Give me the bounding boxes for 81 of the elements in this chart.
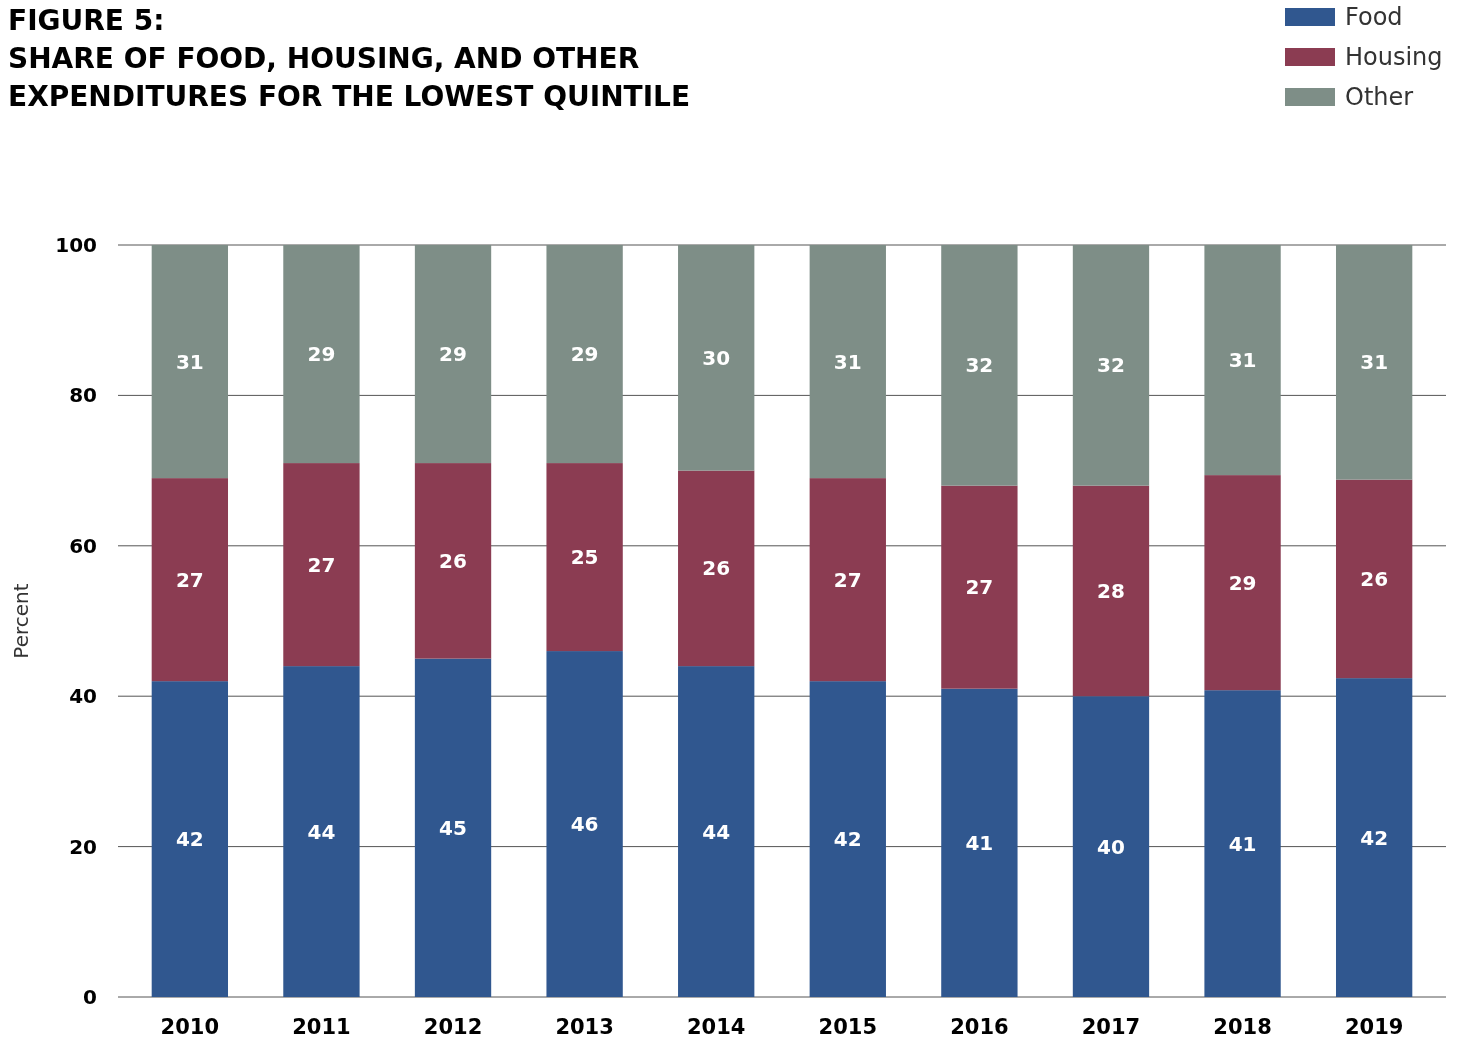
chart-title: FIGURE 5: SHARE OF FOOD, HOUSING, AND OTHER EXPENDITURES FOR THE LOWEST QUINTILE — [8, 4, 691, 113]
data-label: 27 — [307, 552, 336, 577]
y-tick-label: 100 — [55, 233, 97, 257]
bar — [414, 463, 492, 659]
data-label: 28 — [1097, 578, 1125, 603]
bar — [678, 245, 755, 471]
data-label: 29 — [439, 342, 467, 367]
x-tick-label: 2019 — [1344, 1015, 1404, 1039]
bar — [809, 681, 886, 997]
data-label: 30 — [702, 345, 731, 370]
data-label: 29 — [1228, 570, 1257, 595]
bar — [941, 688, 1018, 997]
bar — [1335, 479, 1413, 679]
data-label: 32 — [1097, 353, 1125, 378]
data-label: 32 — [965, 353, 994, 378]
x-tick-label: 2018 — [1213, 1015, 1272, 1039]
y-tick-label: 60 — [69, 533, 97, 558]
bar — [546, 651, 623, 997]
data-label: 31 — [1228, 348, 1257, 373]
data-label: 45 — [439, 815, 467, 840]
x-tick-label: 2016 — [950, 1015, 1009, 1039]
data-label: 42 — [833, 827, 862, 852]
data-label: 41 — [965, 830, 994, 855]
legend-label: Other — [1345, 83, 1414, 111]
data-label: 31 — [175, 349, 204, 374]
bar — [414, 245, 492, 464]
bar — [546, 463, 623, 652]
bar — [1072, 696, 1150, 997]
x-tick-label: 2014 — [686, 1015, 746, 1039]
data-label: 40 — [1097, 834, 1125, 859]
bar — [283, 245, 360, 464]
bar — [678, 470, 755, 667]
data-label: 27 — [965, 575, 994, 600]
x-tick-label: 2011 — [292, 1015, 351, 1039]
data-label: 42 — [1360, 825, 1389, 850]
data-label: 25 — [570, 545, 599, 570]
bar — [151, 681, 229, 997]
y-axis-title: Percent — [9, 583, 33, 659]
bar — [809, 245, 886, 479]
bar — [151, 478, 229, 682]
bar — [283, 666, 360, 997]
data-label: 27 — [175, 567, 204, 592]
y-tick-label: 20 — [69, 834, 97, 859]
x-tick-label: 2010 — [160, 1015, 220, 1039]
bar — [1204, 690, 1281, 997]
data-label: 26 — [439, 548, 467, 573]
data-label: 44 — [307, 819, 336, 844]
bar — [1072, 245, 1150, 486]
data-label: 31 — [833, 349, 862, 374]
bar — [151, 245, 229, 479]
data-label: 29 — [570, 342, 599, 367]
data-label: 42 — [175, 827, 204, 852]
data-label: 31 — [1360, 350, 1389, 375]
bar — [1204, 475, 1281, 691]
data-label: 46 — [570, 812, 599, 837]
data-label: 29 — [307, 342, 336, 367]
bar — [678, 666, 755, 997]
bar — [414, 658, 492, 997]
bar — [546, 245, 623, 464]
data-label: 27 — [833, 567, 862, 592]
x-tick-label: 2017 — [1081, 1015, 1141, 1039]
y-tick-label: 80 — [69, 383, 97, 408]
y-tick-label: 40 — [69, 684, 97, 709]
bar — [1335, 678, 1413, 997]
bar — [809, 478, 886, 682]
data-label: 26 — [1360, 566, 1389, 591]
bar — [1204, 245, 1281, 476]
data-label: 44 — [702, 819, 731, 844]
bar — [1335, 245, 1413, 480]
bar — [941, 485, 1018, 689]
x-tick-label: 2015 — [818, 1015, 878, 1039]
x-tick-label: 2013 — [555, 1015, 614, 1039]
y-tick-label: 0 — [83, 985, 97, 1009]
data-label: 26 — [702, 556, 731, 581]
data-label: 41 — [1228, 831, 1257, 856]
legend-label: Housing — [1345, 43, 1443, 71]
bar — [1072, 485, 1150, 697]
bar — [941, 245, 1018, 486]
bar — [283, 463, 360, 667]
x-tick-label: 2012 — [423, 1015, 483, 1039]
legend-label: Food — [1345, 3, 1403, 31]
